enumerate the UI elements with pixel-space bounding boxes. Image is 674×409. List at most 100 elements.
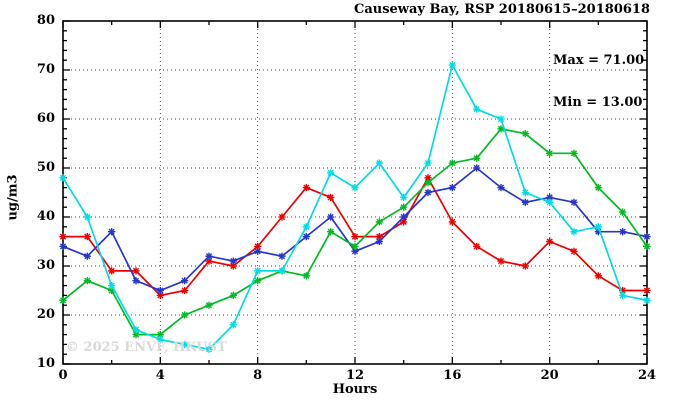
data-point-marker bbox=[254, 267, 262, 275]
data-point-marker bbox=[497, 115, 505, 123]
data-point-marker bbox=[83, 277, 91, 285]
data-point-marker bbox=[424, 174, 432, 182]
data-point-marker bbox=[643, 296, 651, 304]
data-point-marker bbox=[156, 286, 164, 295]
data-point-marker bbox=[473, 154, 481, 162]
data-point-marker bbox=[181, 340, 189, 348]
data-point-marker bbox=[59, 242, 67, 250]
data-point-marker bbox=[278, 267, 286, 275]
data-point-marker bbox=[59, 174, 67, 182]
data-point-marker bbox=[400, 213, 408, 221]
series-blue bbox=[59, 164, 651, 295]
data-point-marker bbox=[643, 233, 651, 241]
data-point-marker bbox=[473, 242, 481, 250]
data-point-marker bbox=[521, 198, 529, 206]
data-point-marker bbox=[473, 164, 481, 172]
data-point-marker bbox=[181, 286, 189, 295]
data-point-marker bbox=[181, 277, 189, 285]
y-tick-label: 40 bbox=[36, 209, 55, 224]
data-point-marker bbox=[448, 218, 456, 226]
x-axis-label: Hours bbox=[332, 382, 378, 397]
data-point-marker bbox=[521, 130, 529, 138]
data-point-marker bbox=[108, 228, 116, 236]
data-point-marker bbox=[375, 237, 383, 246]
data-point-marker bbox=[448, 159, 456, 167]
data-point-marker bbox=[521, 188, 529, 197]
data-point-marker bbox=[521, 262, 529, 270]
x-tick-label: 4 bbox=[155, 368, 165, 383]
x-tick-label: 20 bbox=[540, 368, 559, 383]
data-point-marker bbox=[473, 105, 481, 113]
gridlines bbox=[63, 21, 647, 364]
data-point-marker bbox=[132, 326, 140, 334]
data-point-marker bbox=[229, 321, 237, 329]
watermark-text: © 2025 ENVF, HKUST bbox=[66, 340, 227, 355]
x-tick-label: 12 bbox=[345, 368, 365, 383]
data-point-marker bbox=[546, 198, 554, 206]
max-value-label: Max = 71.00 bbox=[553, 53, 645, 68]
x-tick-label: 8 bbox=[253, 368, 263, 383]
y-tick-label: 10 bbox=[36, 356, 55, 371]
x-tick-label: 0 bbox=[58, 368, 68, 383]
data-point-marker bbox=[278, 252, 286, 260]
data-point-marker bbox=[594, 184, 602, 192]
series-green-line bbox=[62, 127, 648, 336]
data-point-marker bbox=[594, 272, 602, 280]
data-point-marker bbox=[302, 223, 310, 231]
data-point-marker bbox=[83, 233, 91, 241]
data-point-marker bbox=[302, 272, 310, 280]
data-point-marker bbox=[448, 61, 456, 69]
data-point-marker bbox=[302, 184, 310, 192]
data-point-marker bbox=[132, 277, 140, 285]
data-point-marker bbox=[570, 228, 578, 236]
data-point-marker bbox=[302, 233, 310, 241]
data-point-marker bbox=[108, 267, 116, 275]
data-point-marker bbox=[570, 149, 578, 157]
data-point-marker bbox=[205, 252, 213, 260]
series-green bbox=[59, 125, 651, 339]
data-point-marker bbox=[205, 301, 213, 309]
y-tick-label: 30 bbox=[36, 258, 55, 273]
data-point-marker bbox=[351, 233, 359, 241]
data-point-marker bbox=[59, 233, 67, 241]
data-point-marker bbox=[108, 282, 116, 290]
data-point-marker bbox=[375, 159, 383, 167]
data-point-marker bbox=[546, 237, 554, 246]
plot-border bbox=[62, 20, 648, 365]
y-tick-label: 50 bbox=[36, 160, 55, 175]
data-point-marker bbox=[351, 242, 359, 250]
data-point-marker bbox=[254, 242, 262, 250]
data-point-marker bbox=[327, 213, 335, 221]
data-point-marker bbox=[619, 291, 627, 299]
data-point-marker bbox=[181, 311, 189, 319]
data-point-marker bbox=[400, 193, 408, 201]
max-min-annotation: Max = 71.00 Min = 13.00 bbox=[553, 26, 644, 138]
data-point-marker bbox=[643, 286, 651, 295]
data-point-marker bbox=[497, 257, 505, 265]
data-point-marker bbox=[570, 247, 578, 255]
data-point-marker bbox=[83, 252, 91, 260]
y-tick-label: 70 bbox=[36, 62, 55, 77]
data-point-marker bbox=[546, 149, 554, 157]
data-point-marker bbox=[570, 198, 578, 206]
data-point-marker bbox=[83, 213, 91, 221]
data-point-marker bbox=[254, 277, 262, 285]
x-tick-label: 24 bbox=[637, 368, 657, 383]
data-point-marker bbox=[619, 208, 627, 216]
data-point-marker bbox=[205, 345, 213, 353]
data-point-marker bbox=[424, 179, 432, 187]
x-tick-label: 16 bbox=[443, 368, 462, 383]
series-red bbox=[59, 174, 651, 299]
data-point-marker bbox=[278, 213, 286, 221]
chart-title: Causeway Bay, RSP 20180615–20180618 bbox=[354, 2, 650, 17]
data-point-marker bbox=[424, 159, 432, 167]
data-point-marker bbox=[327, 169, 335, 177]
series-cyan bbox=[59, 61, 651, 353]
y-tick-label: 80 bbox=[36, 13, 55, 28]
data-point-marker bbox=[375, 218, 383, 226]
data-point-marker bbox=[448, 184, 456, 192]
data-point-marker bbox=[229, 257, 237, 265]
data-point-marker bbox=[132, 267, 140, 275]
